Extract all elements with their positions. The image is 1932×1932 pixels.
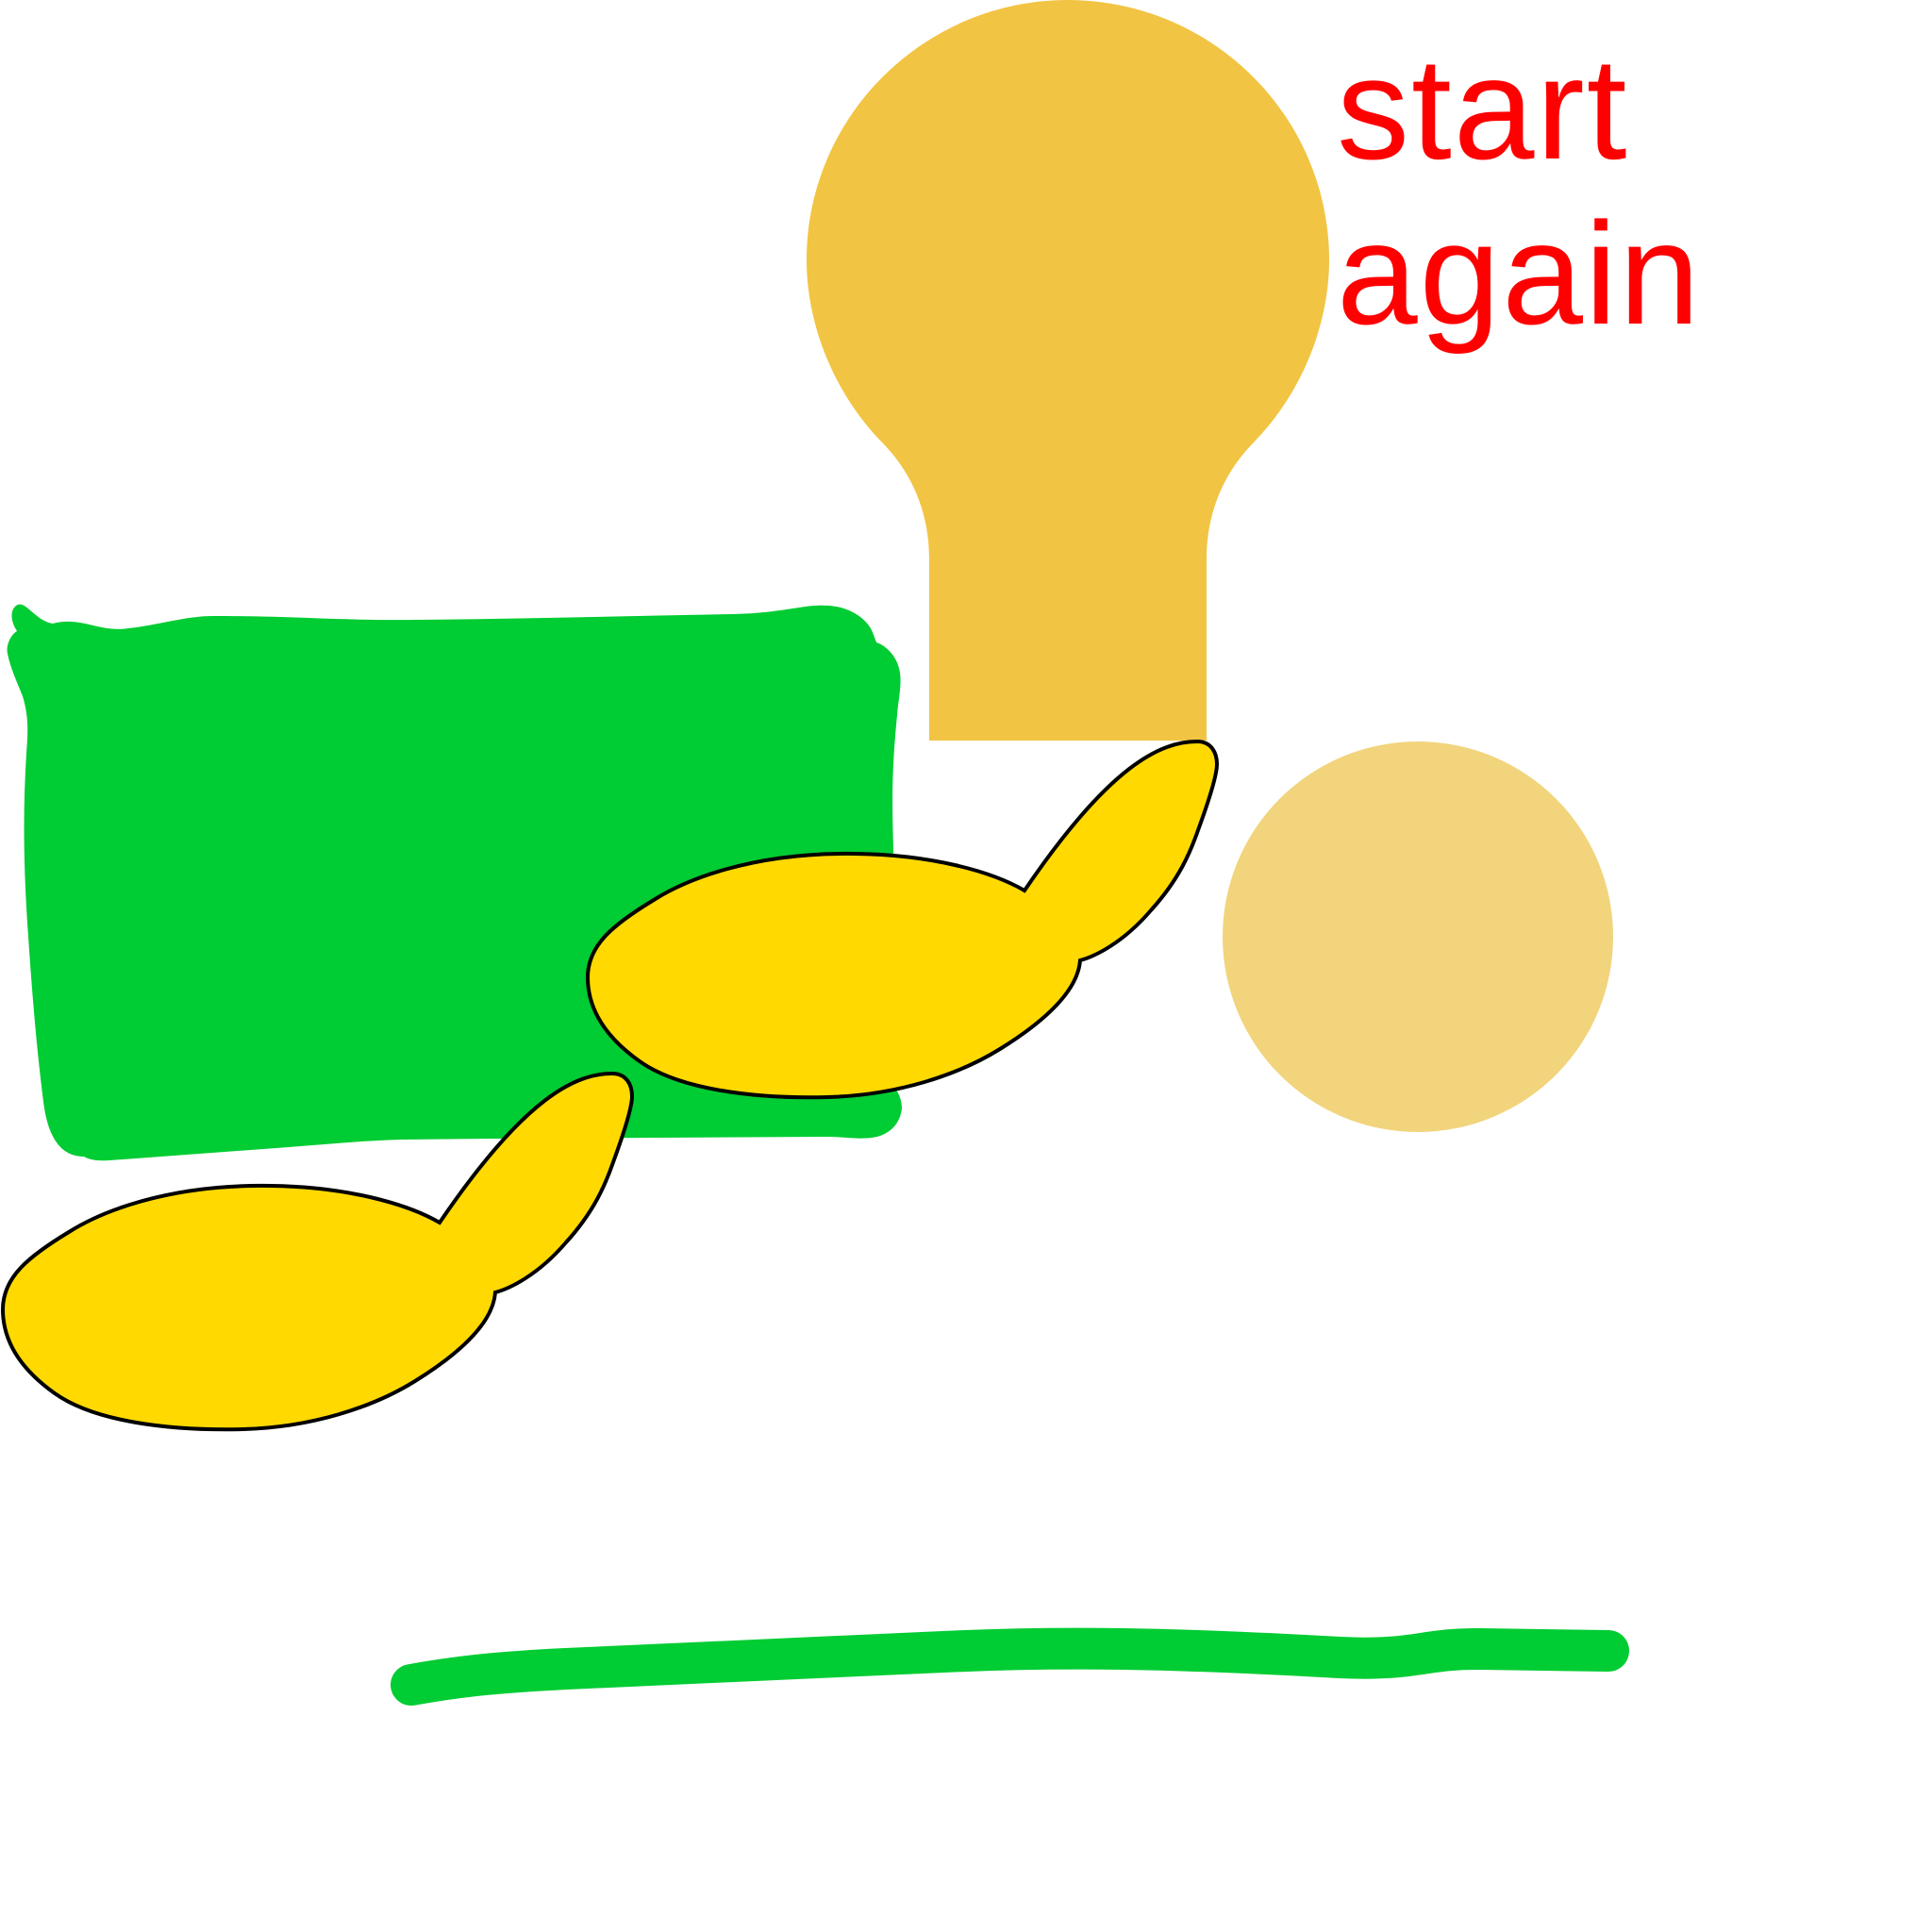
yellow-blob-middle [585,739,1220,1100]
pale-circle-shape [1223,741,1613,1132]
green-line-shape [391,1627,1629,1706]
start-again-caption: start again [1337,27,1702,355]
orange-bulb-shape [807,0,1329,741]
yellow-blob-lower [0,1071,635,1432]
